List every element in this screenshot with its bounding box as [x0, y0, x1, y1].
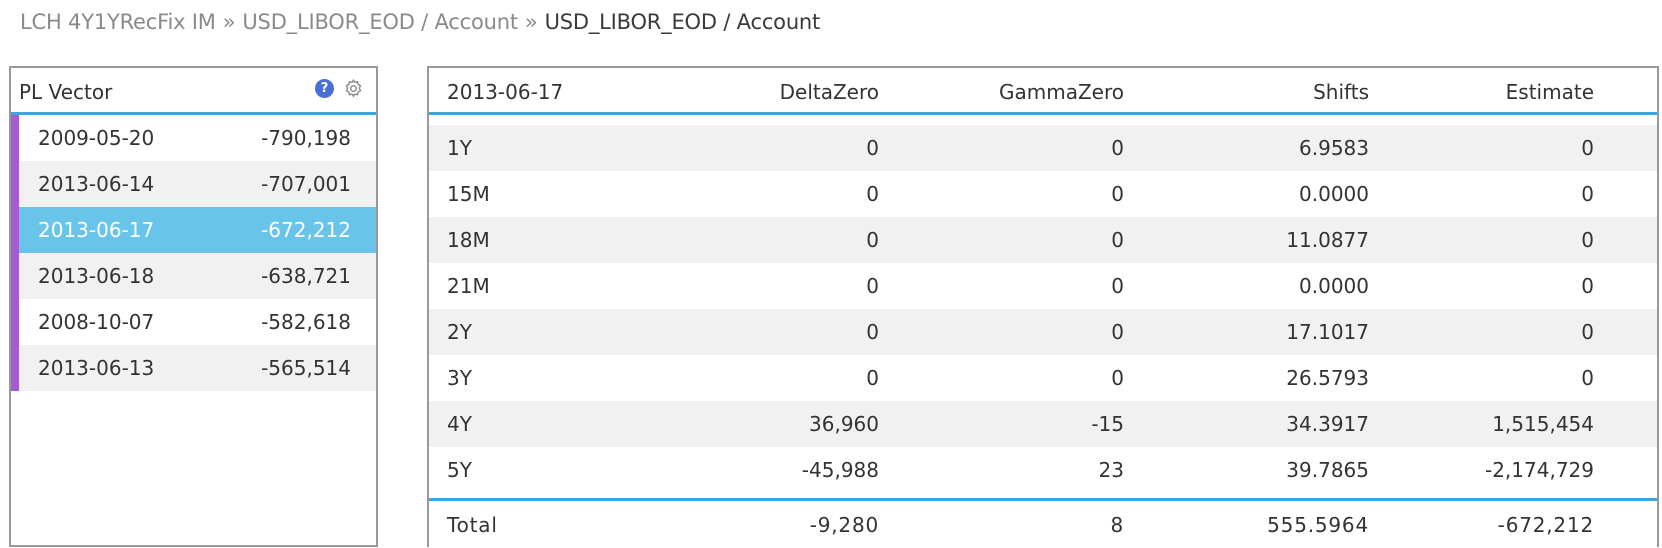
table-row[interactable]: 15M 0 0 0.0000 0: [429, 171, 1657, 217]
breadcrumb: LCH 4Y1YRecFix IM» USD_LIBOR_EOD / Accoun…: [20, 10, 820, 34]
pl-vector-panel: PL Vector ? 2009-05-20 -790,198 2013-06-…: [9, 66, 378, 547]
shifts-cell: 0.0000: [1299, 274, 1369, 298]
detail-table-panel: 2013-06-17 DeltaZero GammaZero Shifts Es…: [427, 66, 1659, 547]
tenor-cell: 3Y: [447, 366, 472, 390]
pl-row-date: 2013-06-18: [38, 264, 155, 288]
pl-row-value: -582,618: [261, 310, 351, 334]
pl-vector-row[interactable]: 2013-06-13 -565,514: [11, 345, 376, 391]
breadcrumb-current: USD_LIBOR_EOD / Account: [544, 10, 821, 34]
pl-vector-list: 2009-05-20 -790,198 2013-06-14 -707,001 …: [11, 115, 376, 391]
estimate-cell: 0: [1581, 320, 1594, 344]
shifts-cell: 39.7865: [1286, 458, 1369, 482]
tenor-cell: 4Y: [447, 412, 472, 436]
estimate-cell: 0: [1581, 182, 1594, 206]
tenor-cell: 21M: [447, 274, 490, 298]
tenor-cell: 5Y: [447, 458, 472, 482]
deltazero-cell: 0: [866, 182, 879, 206]
pl-row-date: 2013-06-17: [38, 218, 155, 242]
table-row[interactable]: 5Y -45,988 23 39.7865 -2,174,729: [429, 447, 1657, 493]
gammazero-cell: 0: [1111, 274, 1124, 298]
table-row[interactable]: 21M 0 0 0.0000 0: [429, 263, 1657, 309]
gammazero-cell: 23: [1098, 458, 1124, 482]
shifts-cell: 26.5793: [1286, 366, 1369, 390]
estimate-cell: 0: [1581, 136, 1594, 160]
pl-vector-row[interactable]: 2013-06-18 -638,721: [11, 253, 376, 299]
deltazero-cell: 0: [866, 136, 879, 160]
pl-row-value: -638,721: [261, 264, 351, 288]
pl-row-value: -672,212: [261, 218, 351, 242]
table-row[interactable]: 2Y 0 0 17.1017 0: [429, 309, 1657, 355]
total-label: Total: [447, 513, 498, 537]
shifts-cell: 34.3917: [1286, 412, 1369, 436]
total-deltazero: -9,280: [809, 513, 879, 537]
column-header-gammazero[interactable]: GammaZero: [999, 80, 1124, 104]
pl-vector-row[interactable]: 2009-05-20 -790,198: [11, 115, 376, 161]
tenor-cell: 1Y: [447, 136, 472, 160]
column-header-deltazero[interactable]: DeltaZero: [779, 80, 879, 104]
column-header-shifts[interactable]: Shifts: [1313, 80, 1369, 104]
tenor-cell: 2Y: [447, 320, 472, 344]
estimate-cell: 0: [1581, 366, 1594, 390]
deltazero-cell: -45,988: [801, 458, 879, 482]
gammazero-cell: 0: [1111, 182, 1124, 206]
pl-vector-row[interactable]: 2013-06-14 -707,001: [11, 161, 376, 207]
estimate-cell: 1,515,454: [1492, 412, 1594, 436]
table-row[interactable]: 4Y 36,960 -15 34.3917 1,515,454: [429, 401, 1657, 447]
total-estimate: -672,212: [1497, 513, 1594, 537]
gammazero-cell: 0: [1111, 366, 1124, 390]
help-icon[interactable]: ?: [315, 79, 334, 98]
deltazero-cell: 0: [866, 274, 879, 298]
table-body: 1Y 0 0 6.9583 0 15M 0 0 0.0000 0 18M 0 0…: [429, 115, 1657, 493]
pl-vector-row-selected[interactable]: 2013-06-17 -672,212: [11, 207, 376, 253]
column-header-estimate[interactable]: Estimate: [1505, 80, 1594, 104]
pl-row-value: -790,198: [261, 126, 351, 150]
pl-row-date: 2013-06-14: [38, 172, 155, 196]
deltazero-cell: 36,960: [809, 412, 879, 436]
deltazero-cell: 0: [866, 228, 879, 252]
pl-row-value: -707,001: [261, 172, 351, 196]
table-row[interactable]: 3Y 0 0 26.5793 0: [429, 355, 1657, 401]
table-row[interactable]: 18M 0 0 11.0877 0: [429, 217, 1657, 263]
estimate-cell: -2,174,729: [1484, 458, 1594, 482]
table-row[interactable]: 1Y 0 0 6.9583 0: [429, 125, 1657, 171]
gammazero-cell: -15: [1091, 412, 1124, 436]
table-total-row: Total -9,280 8 555.5964 -672,212: [429, 498, 1657, 547]
pl-row-date: 2013-06-13: [38, 356, 155, 380]
breadcrumb-item-lch[interactable]: LCH 4Y1YRecFix IM: [20, 10, 216, 34]
pl-row-value: -565,514: [261, 356, 351, 380]
pl-row-date: 2009-05-20: [38, 126, 155, 150]
total-gammazero: 8: [1110, 513, 1124, 537]
pl-vector-row[interactable]: 2008-10-07 -582,618: [11, 299, 376, 345]
pl-vector-header: PL Vector ?: [11, 68, 376, 115]
table-header: 2013-06-17 DeltaZero GammaZero Shifts Es…: [429, 68, 1657, 115]
gammazero-cell: 0: [1111, 136, 1124, 160]
shifts-cell: 0.0000: [1299, 182, 1369, 206]
gammazero-cell: 0: [1111, 228, 1124, 252]
pl-vector-title: PL Vector: [19, 80, 113, 104]
tenor-cell: 15M: [447, 182, 490, 206]
breadcrumb-item-usd-libor[interactable]: USD_LIBOR_EOD / Account: [242, 10, 518, 34]
breadcrumb-separator: »: [222, 10, 236, 34]
shifts-cell: 17.1017: [1286, 320, 1369, 344]
gear-icon[interactable]: [343, 78, 364, 99]
breadcrumb-separator: »: [524, 10, 538, 34]
gammazero-cell: 0: [1111, 320, 1124, 344]
column-header-date[interactable]: 2013-06-17: [447, 80, 564, 104]
shifts-cell: 11.0877: [1286, 228, 1369, 252]
pl-row-date: 2008-10-07: [38, 310, 155, 334]
total-shifts: 555.5964: [1267, 513, 1369, 537]
tenor-cell: 18M: [447, 228, 490, 252]
deltazero-cell: 0: [866, 320, 879, 344]
shifts-cell: 6.9583: [1299, 136, 1369, 160]
estimate-cell: 0: [1581, 274, 1594, 298]
estimate-cell: 0: [1581, 228, 1594, 252]
deltazero-cell: 0: [866, 366, 879, 390]
